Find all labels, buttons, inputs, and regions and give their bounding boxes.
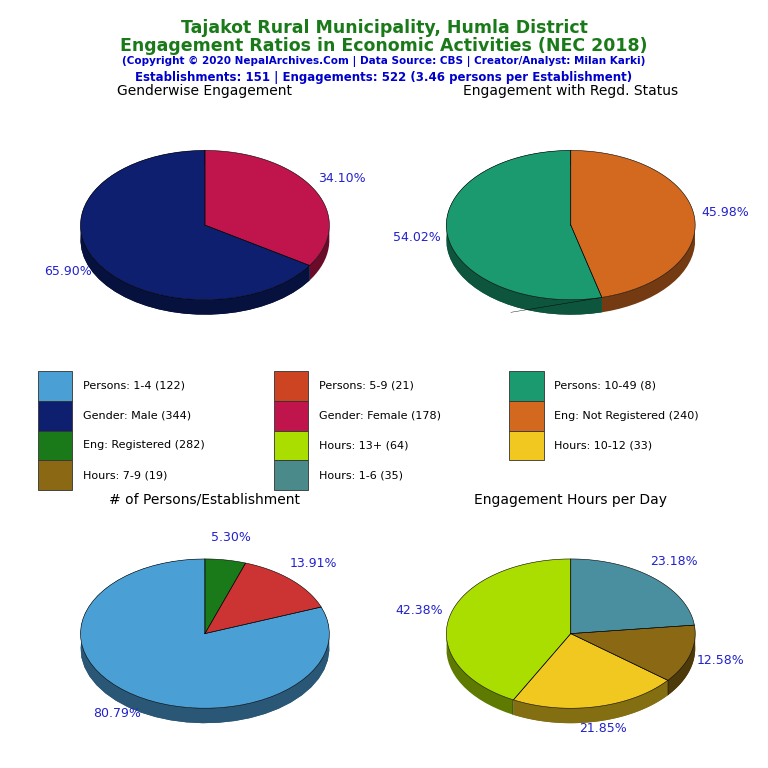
Text: Hours: 13+ (64): Hours: 13+ (64) [319,441,408,451]
Text: Engagement Ratios in Economic Activities (NEC 2018): Engagement Ratios in Economic Activities… [121,37,647,55]
Polygon shape [205,563,321,634]
Text: Persons: 1-4 (122): Persons: 1-4 (122) [83,381,185,391]
Text: 45.98%: 45.98% [701,207,749,220]
Text: 13.91%: 13.91% [290,558,337,571]
Text: (Copyright © 2020 NepalArchives.Com | Data Source: CBS | Creator/Analyst: Milan : (Copyright © 2020 NepalArchives.Com | Da… [122,56,646,67]
Title: # of Persons/Establishment: # of Persons/Establishment [109,492,300,507]
Text: Eng: Not Registered (240): Eng: Not Registered (240) [554,411,699,421]
Polygon shape [81,151,310,315]
Polygon shape [571,625,695,680]
FancyBboxPatch shape [38,371,72,401]
Polygon shape [571,559,694,634]
Text: Persons: 5-9 (21): Persons: 5-9 (21) [319,381,413,391]
Polygon shape [81,227,310,315]
Title: Genderwise Engagement: Genderwise Engagement [118,84,293,98]
Polygon shape [310,227,329,280]
Polygon shape [205,559,246,634]
Polygon shape [446,151,602,300]
Polygon shape [81,636,329,723]
FancyBboxPatch shape [509,401,544,431]
Polygon shape [514,680,668,723]
Polygon shape [81,151,310,300]
Text: 12.58%: 12.58% [697,654,744,667]
Text: Hours: 1-6 (35): Hours: 1-6 (35) [319,471,402,481]
Text: 42.38%: 42.38% [396,604,443,617]
Text: 5.30%: 5.30% [210,531,250,545]
Polygon shape [514,634,668,708]
Text: Gender: Female (178): Gender: Female (178) [319,411,441,421]
Text: Hours: 10-12 (33): Hours: 10-12 (33) [554,441,652,451]
FancyBboxPatch shape [273,401,308,431]
Text: Eng: Registered (282): Eng: Registered (282) [83,441,204,451]
Polygon shape [446,559,571,700]
Polygon shape [447,639,514,715]
Text: 80.79%: 80.79% [93,707,141,720]
FancyBboxPatch shape [38,431,72,461]
Text: Hours: 7-9 (19): Hours: 7-9 (19) [83,471,167,481]
Text: 34.10%: 34.10% [318,172,366,185]
FancyBboxPatch shape [273,431,308,461]
Text: Establishments: 151 | Engagements: 522 (3.46 persons per Establishment): Establishments: 151 | Engagements: 522 (… [135,71,633,84]
Title: Engagement Hours per Day: Engagement Hours per Day [475,492,667,507]
FancyBboxPatch shape [509,371,544,401]
Polygon shape [447,231,602,315]
Polygon shape [668,634,695,695]
Text: 54.02%: 54.02% [392,231,440,243]
Polygon shape [571,625,695,695]
FancyBboxPatch shape [273,371,308,401]
Text: Tajakot Rural Municipality, Humla District: Tajakot Rural Municipality, Humla Distri… [180,19,588,37]
Polygon shape [571,151,695,297]
Title: Engagement with Regd. Status: Engagement with Regd. Status [463,84,678,98]
FancyBboxPatch shape [273,461,308,491]
Polygon shape [81,559,329,723]
Text: 21.85%: 21.85% [579,722,627,735]
Polygon shape [446,151,602,315]
Polygon shape [81,559,329,708]
Text: Gender: Male (344): Gender: Male (344) [83,411,191,421]
Polygon shape [205,151,329,266]
FancyBboxPatch shape [38,401,72,431]
FancyBboxPatch shape [509,431,544,461]
Text: 23.18%: 23.18% [650,554,698,568]
FancyBboxPatch shape [38,461,72,491]
Polygon shape [602,230,695,313]
Polygon shape [514,634,668,723]
Text: 65.90%: 65.90% [45,265,92,278]
Text: Persons: 10-49 (8): Persons: 10-49 (8) [554,381,657,391]
